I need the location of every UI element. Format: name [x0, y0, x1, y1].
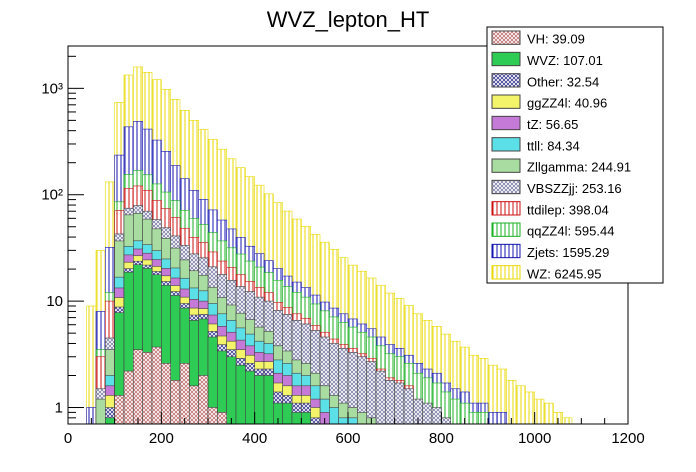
bar-vh-150 [133, 349, 143, 425]
legend-swatch-wvz [491, 51, 521, 67]
legend-box [486, 26, 664, 284]
legend-label-other: Other: 32.54 [527, 74, 599, 89]
x-tick-label: 400 [242, 430, 267, 447]
bar-qqzz4l-890 [478, 412, 489, 425]
bar-vh-310 [207, 407, 218, 425]
bar-wvz-410 [254, 375, 265, 425]
bar-vh-190 [151, 346, 162, 425]
x-tick-label: 200 [149, 430, 174, 447]
bar-wz-50 [86, 305, 97, 425]
bar-wvz-490 [291, 412, 302, 425]
legend-swatch-zjets [491, 243, 521, 259]
bar-vh-230 [170, 380, 181, 425]
legend-label-vbszzjj: VBSZZjj: 253.16 [527, 181, 622, 196]
bar-qqzz4l-870 [469, 412, 479, 425]
bar-vh-270 [189, 385, 199, 425]
bar-vbszzjj-670 [375, 370, 386, 425]
bar-ttll-570 [329, 407, 339, 425]
bar-wvz-510 [301, 412, 311, 425]
bar-vbszzjj-790 [431, 407, 442, 425]
y-tick-label: 10³ [41, 80, 63, 97]
bar-vh-130 [123, 370, 134, 425]
bar-wz-1070 [562, 417, 573, 425]
legend-label-vh: VH: 39.09 [527, 32, 585, 47]
bar-wvz-90 [105, 417, 115, 425]
legend-swatch-ggzz4l [491, 94, 521, 109]
legend-label-qqzz4l: qqZZ4l: 595.44 [527, 224, 614, 239]
bar-vbszzjj-770 [422, 402, 433, 425]
bar-vh-290 [198, 375, 209, 425]
bar-wvz-370 [235, 364, 246, 425]
bar-ttll-610 [347, 417, 358, 425]
bar-other-530 [310, 417, 321, 425]
y-tick-label: 10² [41, 187, 63, 204]
x-tick-label: 0 [64, 430, 72, 447]
x-tick-label: 1200 [611, 430, 644, 447]
x-tick-label: 800 [429, 430, 454, 447]
bar-vbszzjj-730 [403, 388, 414, 425]
legend-swatch-vh [491, 30, 521, 45]
legend: VH: 39.09 WVZ: 107.01 Other: 32.54 ggZZ4l: … [486, 26, 664, 284]
bar-wvz-470 [282, 402, 293, 425]
y-tick-label: 1 [55, 400, 63, 417]
bar-wvz-350 [226, 356, 237, 425]
bar-vbszzjj-710 [394, 382, 405, 425]
bar-zjets-910 [487, 412, 498, 425]
bar-vh-210 [161, 363, 171, 425]
chart-title: WVZ_lepton_HT [267, 7, 430, 32]
bar-wz-1010 [534, 398, 545, 425]
legend-label-ggzz4l: ggZZ4l: 40.96 [527, 96, 607, 111]
bar-wz-1030 [543, 402, 554, 425]
bar-vh-330 [217, 412, 227, 425]
legend-label-wz: WZ: 6245.95 [527, 266, 601, 281]
legend-label-zjets: Zjets: 1595.29 [527, 245, 609, 260]
legend-label-tz: tZ: 56.65 [527, 117, 578, 132]
bar-wz-950 [506, 380, 517, 425]
bar-vbszzjj-650 [366, 361, 377, 425]
legend-label-ttdilep: ttdilep: 398.04 [527, 202, 609, 217]
axes: 0 200 400 600 800 1000 1200 1 10 10² 10³ [41, 55, 645, 447]
legend-swatch-tz [491, 115, 521, 131]
bar-zjets-930 [497, 412, 507, 425]
legend-swatch-other [491, 73, 521, 88]
legend-swatch-zllgamma [491, 158, 521, 173]
bar-wvz-390 [245, 370, 255, 425]
legend-swatch-vbszzjj [491, 179, 521, 195]
bar-vh-170 [142, 352, 153, 425]
bar-vh-250 [179, 363, 190, 425]
bar-vbszzjj-810 [441, 417, 451, 425]
y-tick-label: 10 [46, 293, 63, 310]
bar-wz-970 [515, 385, 526, 425]
legend-swatch-ttdilep [491, 201, 521, 216]
bar-vh-110 [114, 395, 125, 425]
bar-qqzz4l-830 [450, 398, 461, 425]
x-tick-label: 600 [335, 430, 360, 447]
legend-label-zllgamma: Zllgamma: 244.91 [527, 160, 631, 175]
bar-wvz-430 [263, 375, 274, 425]
bar-wz-990 [525, 391, 535, 425]
x-tick-label: 1000 [518, 430, 551, 447]
bar-zllgamma-630 [357, 412, 367, 425]
legend-swatch-ttll [491, 137, 521, 152]
legend-swatch-wz [491, 265, 521, 280]
bar-zllgamma-70 [95, 398, 106, 425]
bar-ttll-590 [338, 417, 349, 425]
legend-label-ttll: ttll: 84.34 [527, 138, 580, 153]
bar-vbszzjj-690 [385, 380, 395, 425]
legend-label-wvz: WVZ: 107.01 [527, 53, 603, 68]
legend-swatch-qqzz4l [491, 222, 521, 237]
